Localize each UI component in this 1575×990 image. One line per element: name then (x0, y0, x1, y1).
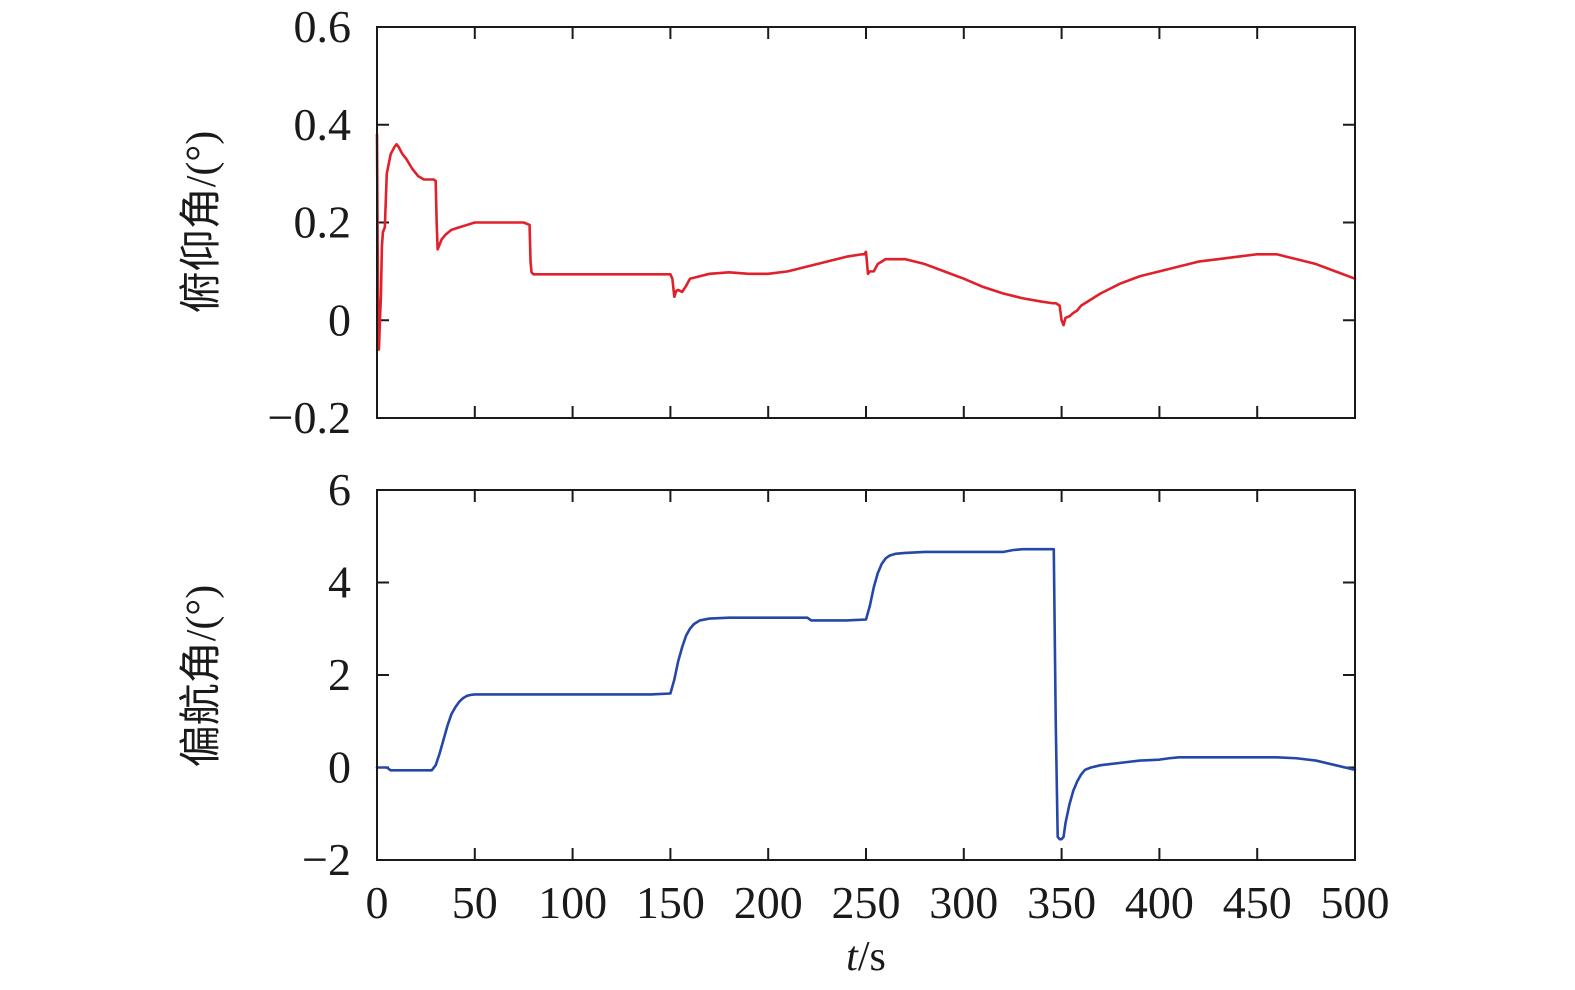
yaw-xtick-label: 0 (366, 877, 389, 928)
yaw-plot-frame (376, 489, 1356, 861)
pitch-ytick-label: −0.2 (268, 392, 351, 443)
yaw-xtick-label: 500 (1321, 877, 1390, 928)
yaw-xtick-label: 150 (636, 877, 705, 928)
x-axis-label: t/s (846, 934, 886, 980)
yaw-ytick-labels: −2 0 2 4 6 (302, 464, 351, 885)
yaw-xtick-labels: 0 50 100 150 200 250 300 350 400 450 500 (366, 877, 1390, 928)
yaw-y-axis-label: 偏航角/(°) (178, 585, 225, 767)
yaw-ytick-label: 0 (328, 742, 351, 793)
x-axis-label-variable: t (846, 934, 859, 980)
pitch-series-line (375, 133, 1357, 351)
pitch-ytick-label: 0.2 (294, 197, 352, 248)
yaw-xtick-label: 350 (1027, 877, 1096, 928)
yaw-axis-ticks (376, 489, 1356, 861)
yaw-panel: −2 0 2 4 6 0 50 100 150 200 250 300 350 400 450 500 偏航… (178, 464, 1390, 928)
pitch-y-axis-label: 俯仰角/(°) (178, 131, 225, 313)
pitch-ytick-labels: −0.2 0 0.2 0.4 0.6 (268, 1, 351, 443)
yaw-xtick-label: 200 (734, 877, 803, 928)
yaw-xtick-label: 50 (452, 877, 498, 928)
yaw-xtick-label: 250 (832, 877, 901, 928)
yaw-xtick-label: 450 (1223, 877, 1292, 928)
yaw-ytick-label: −2 (302, 834, 351, 885)
pitch-ytick-label: 0.4 (294, 99, 352, 150)
pitch-ytick-label: 0.6 (294, 1, 352, 52)
yaw-series-line (375, 547, 1357, 841)
pitch-panel: −0.2 0 0.2 0.4 0.6 俯仰角/(°) (178, 1, 1357, 443)
pitch-ytick-label: 0 (328, 294, 351, 345)
yaw-ytick-label: 4 (328, 557, 351, 608)
yaw-xtick-label: 100 (538, 877, 607, 928)
yaw-xtick-label: 400 (1125, 877, 1194, 928)
pitch-plot-frame (376, 26, 1356, 419)
yaw-xtick-label: 300 (929, 877, 998, 928)
x-axis-label-unit: /s (858, 934, 886, 980)
yaw-ytick-label: 6 (328, 464, 351, 515)
yaw-ytick-label: 2 (328, 649, 351, 700)
